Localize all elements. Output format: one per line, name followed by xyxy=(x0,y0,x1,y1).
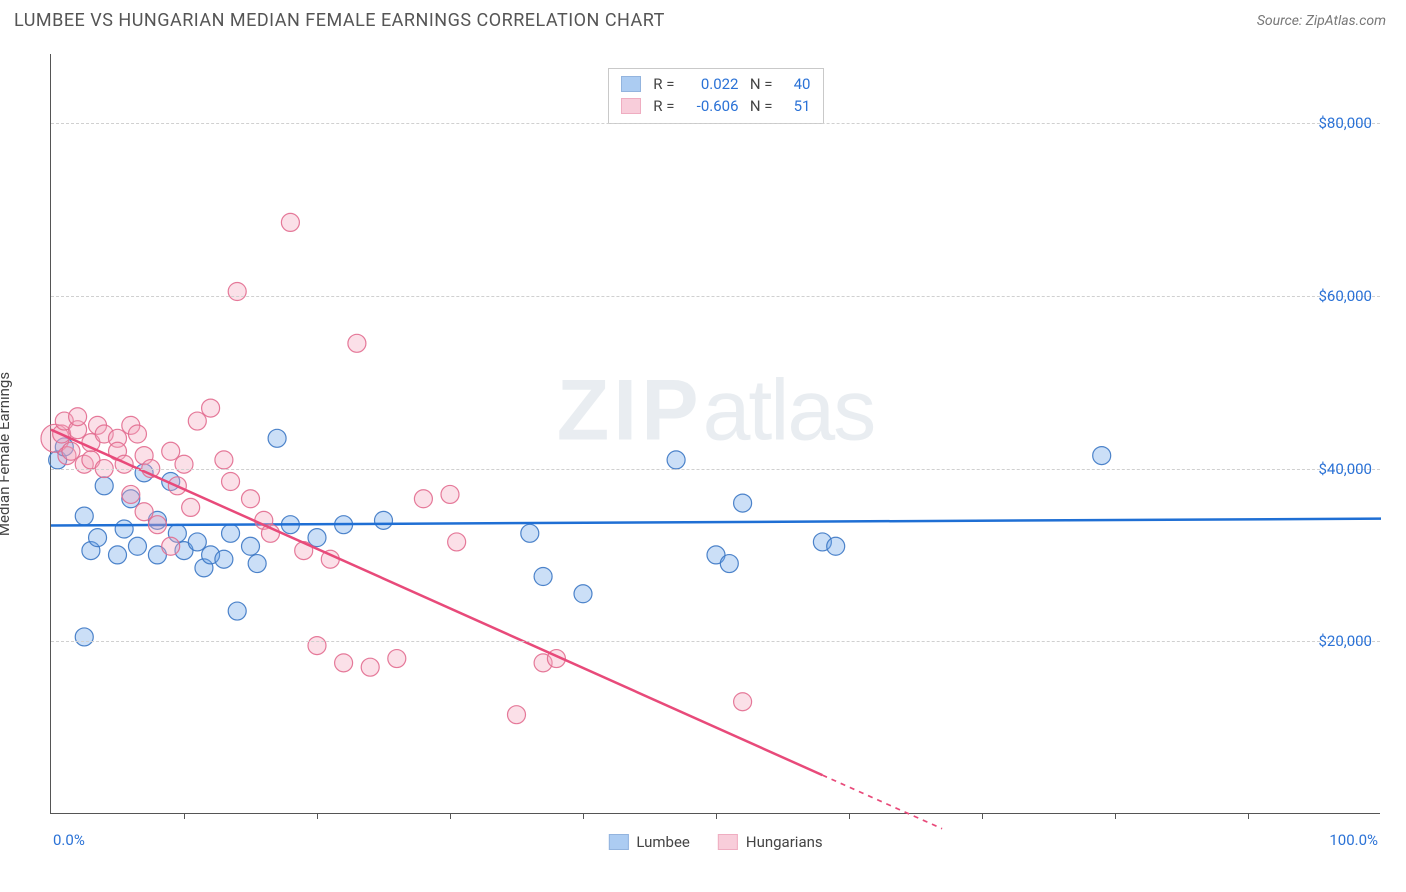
data-point xyxy=(122,485,140,503)
data-point xyxy=(720,555,738,573)
data-point xyxy=(75,628,93,646)
data-point xyxy=(508,706,526,724)
x-tick xyxy=(716,813,717,819)
y-tick-label: $60,000 xyxy=(1318,287,1372,305)
data-point xyxy=(242,537,260,555)
x-axis-max-label: 100.0% xyxy=(1329,831,1378,849)
y-tick-label: $20,000 xyxy=(1318,632,1372,650)
data-point xyxy=(188,412,206,430)
data-point xyxy=(281,213,299,231)
data-point xyxy=(222,524,240,542)
trend-line-extrapolated xyxy=(822,775,942,829)
legend-item: Lumbee xyxy=(608,833,690,851)
data-point xyxy=(89,529,107,547)
chart-container: Median Female Earnings ZIPatlas R =0.022… xyxy=(14,44,1392,864)
n-label: N = xyxy=(747,95,773,117)
data-point xyxy=(534,568,552,586)
source-attribution: Source: ZipAtlas.com xyxy=(1257,13,1386,29)
data-point xyxy=(135,503,153,521)
data-point xyxy=(348,334,366,352)
series-legend: Lumbee Hungarians xyxy=(608,833,822,851)
x-tick xyxy=(1248,813,1249,819)
data-point xyxy=(162,442,180,460)
r-value: -0.606 xyxy=(683,95,739,117)
data-point xyxy=(95,477,113,495)
y-tick-label: $80,000 xyxy=(1318,114,1372,132)
data-point xyxy=(335,654,353,672)
y-tick-label: $40,000 xyxy=(1318,460,1372,478)
x-tick xyxy=(450,813,451,819)
legend-label: Lumbee xyxy=(636,833,690,851)
r-value: 0.022 xyxy=(683,73,739,95)
data-point xyxy=(248,555,266,573)
plot-area: ZIPatlas R =0.022N =40R =-0.606N =51 0.0… xyxy=(50,54,1380,814)
legend-swatch xyxy=(608,834,628,850)
data-point xyxy=(388,650,406,668)
legend-item: Hungarians xyxy=(718,833,823,851)
data-point xyxy=(242,490,260,508)
correlation-stats-box: R = 0.022 N = 40 R = -0.606 N = 51 xyxy=(608,68,824,124)
data-point xyxy=(75,507,93,525)
data-point xyxy=(222,473,240,491)
x-tick xyxy=(849,813,850,819)
legend-swatch xyxy=(621,98,641,114)
data-point xyxy=(148,516,166,534)
x-tick xyxy=(184,813,185,819)
x-axis-min-label: 0.0% xyxy=(53,831,85,849)
data-point xyxy=(295,542,313,560)
trend-line xyxy=(51,430,822,775)
data-point xyxy=(521,524,539,542)
data-point xyxy=(162,537,180,555)
n-label: N = xyxy=(747,73,773,95)
legend-label: Hungarians xyxy=(746,833,823,851)
stats-row: R = 0.022 N = 40 xyxy=(621,73,811,95)
y-axis-label: Median Female Earnings xyxy=(0,372,13,536)
gridline-h xyxy=(51,123,1380,124)
data-point xyxy=(128,537,146,555)
data-point xyxy=(827,537,845,555)
legend-swatch xyxy=(621,76,641,92)
n-value: 51 xyxy=(781,95,811,117)
x-tick xyxy=(1115,813,1116,819)
data-point xyxy=(128,425,146,443)
gridline-h xyxy=(51,469,1380,470)
n-value: 40 xyxy=(781,73,811,95)
data-point xyxy=(734,494,752,512)
data-point xyxy=(69,408,87,426)
data-point xyxy=(375,511,393,529)
stats-row: R = -0.606 N = 51 xyxy=(621,95,811,117)
data-point xyxy=(175,455,193,473)
data-point xyxy=(268,429,286,447)
scatter-svg xyxy=(51,54,1380,813)
x-tick xyxy=(583,813,584,819)
data-point xyxy=(228,602,246,620)
data-point xyxy=(202,399,220,417)
data-point xyxy=(441,485,459,503)
data-point xyxy=(667,451,685,469)
data-point xyxy=(734,693,752,711)
gridline-h xyxy=(51,296,1380,297)
gridline-h xyxy=(51,641,1380,642)
legend-swatch xyxy=(718,834,738,850)
data-point xyxy=(215,550,233,568)
data-point xyxy=(448,533,466,551)
data-point xyxy=(188,533,206,551)
data-point xyxy=(62,442,80,460)
data-point xyxy=(574,585,592,603)
x-tick xyxy=(982,813,983,819)
r-label: R = xyxy=(649,73,675,95)
data-point xyxy=(109,546,127,564)
data-point xyxy=(414,490,432,508)
chart-title: LUMBEE VS HUNGARIAN MEDIAN FEMALE EARNIN… xyxy=(14,10,665,31)
data-point xyxy=(361,658,379,676)
data-point xyxy=(308,637,326,655)
data-point xyxy=(215,451,233,469)
data-point xyxy=(1093,447,1111,465)
data-point xyxy=(228,283,246,301)
x-tick xyxy=(317,813,318,819)
data-point xyxy=(308,529,326,547)
r-label: R = xyxy=(649,95,675,117)
data-point xyxy=(182,498,200,516)
data-point xyxy=(115,520,133,538)
